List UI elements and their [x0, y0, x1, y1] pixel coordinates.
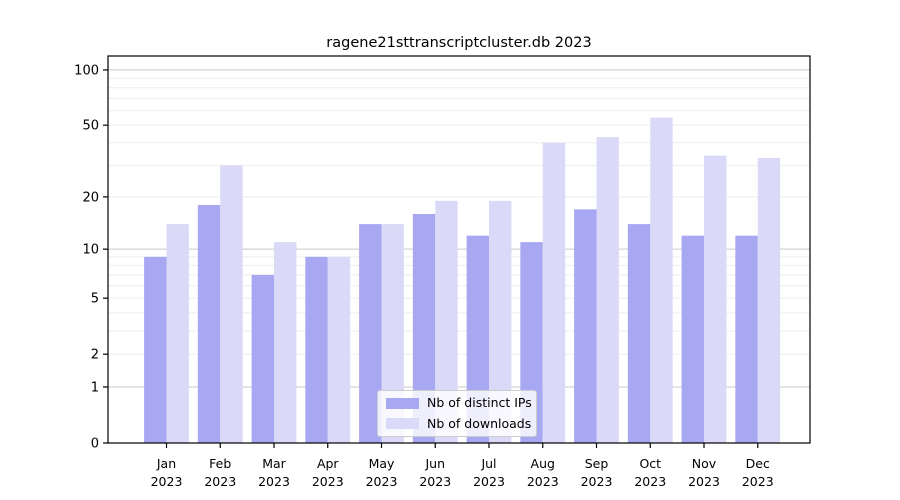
legend-label-downloads: Nb of downloads — [427, 415, 532, 431]
bar-ips — [735, 235, 758, 443]
bar-downloads — [327, 256, 351, 443]
x-tick-label: Sep 2023 — [581, 456, 613, 489]
x-tick-label: Jul 2023 — [473, 456, 505, 489]
x-tick-label: Aug 2023 — [527, 456, 559, 489]
y-tick-label: 5 — [91, 292, 99, 307]
y-tick-label: 50 — [82, 119, 99, 134]
bar-downloads — [166, 224, 189, 443]
bar-downloads — [650, 117, 673, 443]
bar-ips — [197, 204, 221, 443]
legend-swatch-ips-icon — [386, 397, 419, 409]
x-tick-label: Mar 2023 — [258, 456, 290, 489]
bar-ips — [144, 256, 167, 443]
y-tick-label: 1 — [91, 380, 99, 395]
legend-label-ips: Nb of distinct IPs — [427, 395, 532, 410]
x-tick-label: Feb 2023 — [204, 456, 236, 489]
bar-ips — [305, 256, 328, 443]
bar-downloads — [542, 142, 566, 444]
legend: Nb of distinct IPs Nb of downloads — [377, 390, 537, 437]
bar-ips — [627, 224, 651, 443]
x-tick-label: Oct 2023 — [634, 456, 666, 489]
bar-downloads — [596, 137, 619, 443]
y-tick-label: 100 — [74, 63, 99, 78]
y-tick-label: 20 — [82, 190, 99, 205]
x-tick-label: Jun 2023 — [419, 456, 451, 489]
legend-swatch-downloads-icon — [386, 418, 419, 430]
bar-ips — [574, 209, 597, 443]
bar-ips — [412, 213, 436, 443]
bar-ips — [681, 235, 704, 443]
x-tick-label: May 2023 — [366, 456, 398, 489]
x-tick-label: Nov 2023 — [688, 456, 720, 489]
x-tick-label: Apr 2023 — [312, 456, 344, 489]
x-tick-label: Dec 2023 — [742, 456, 774, 489]
legend-row-downloads: Nb of downloads — [386, 415, 532, 431]
bar-downloads — [274, 242, 297, 443]
bar-ips — [359, 224, 382, 443]
y-tick-label: 0 — [91, 437, 99, 452]
bar-downloads — [704, 155, 727, 443]
bar-downloads — [757, 157, 781, 443]
bar-downloads — [435, 200, 458, 443]
y-tick-label: 2 — [91, 348, 99, 363]
legend-row-ips: Nb of distinct IPs — [386, 396, 532, 410]
bar-downloads — [220, 165, 243, 443]
bar-downloads — [489, 200, 512, 443]
bar-downloads — [381, 224, 404, 443]
bar-ips — [251, 274, 274, 443]
chart-title: ragene21sttranscriptcluster.db 2023 — [326, 35, 592, 51]
x-tick-label: Jan 2023 — [151, 456, 183, 489]
y-tick-label: 10 — [82, 243, 99, 258]
